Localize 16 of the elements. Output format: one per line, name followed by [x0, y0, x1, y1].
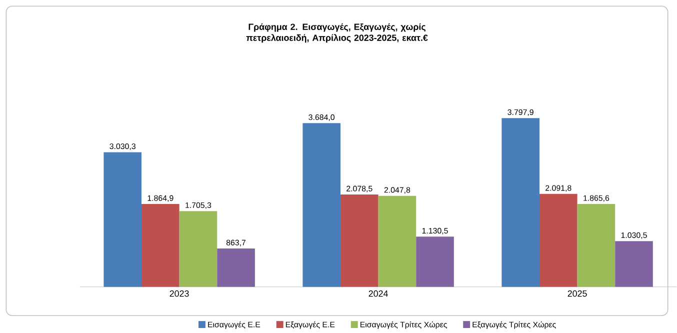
bar	[502, 118, 540, 288]
chart-title: Γράφημα 2. Εισαγωγές, Εξαγωγές, χωρίς πετρελαιοειδή, Απρίλιος 2023-2025, εκατ.€	[246, 23, 428, 43]
bar	[416, 236, 454, 288]
bar	[217, 248, 255, 288]
x-tick-label: 2023	[170, 290, 189, 297]
x-tick-label: 2024	[368, 290, 388, 297]
bar	[577, 204, 616, 288]
x-tick-label: 2025	[568, 290, 587, 297]
bar	[179, 211, 218, 288]
bar	[104, 152, 142, 288]
bar	[141, 204, 180, 288]
bar	[615, 241, 653, 288]
bar	[302, 123, 340, 288]
bar	[378, 196, 416, 288]
bar	[340, 194, 378, 288]
bar	[539, 194, 578, 288]
